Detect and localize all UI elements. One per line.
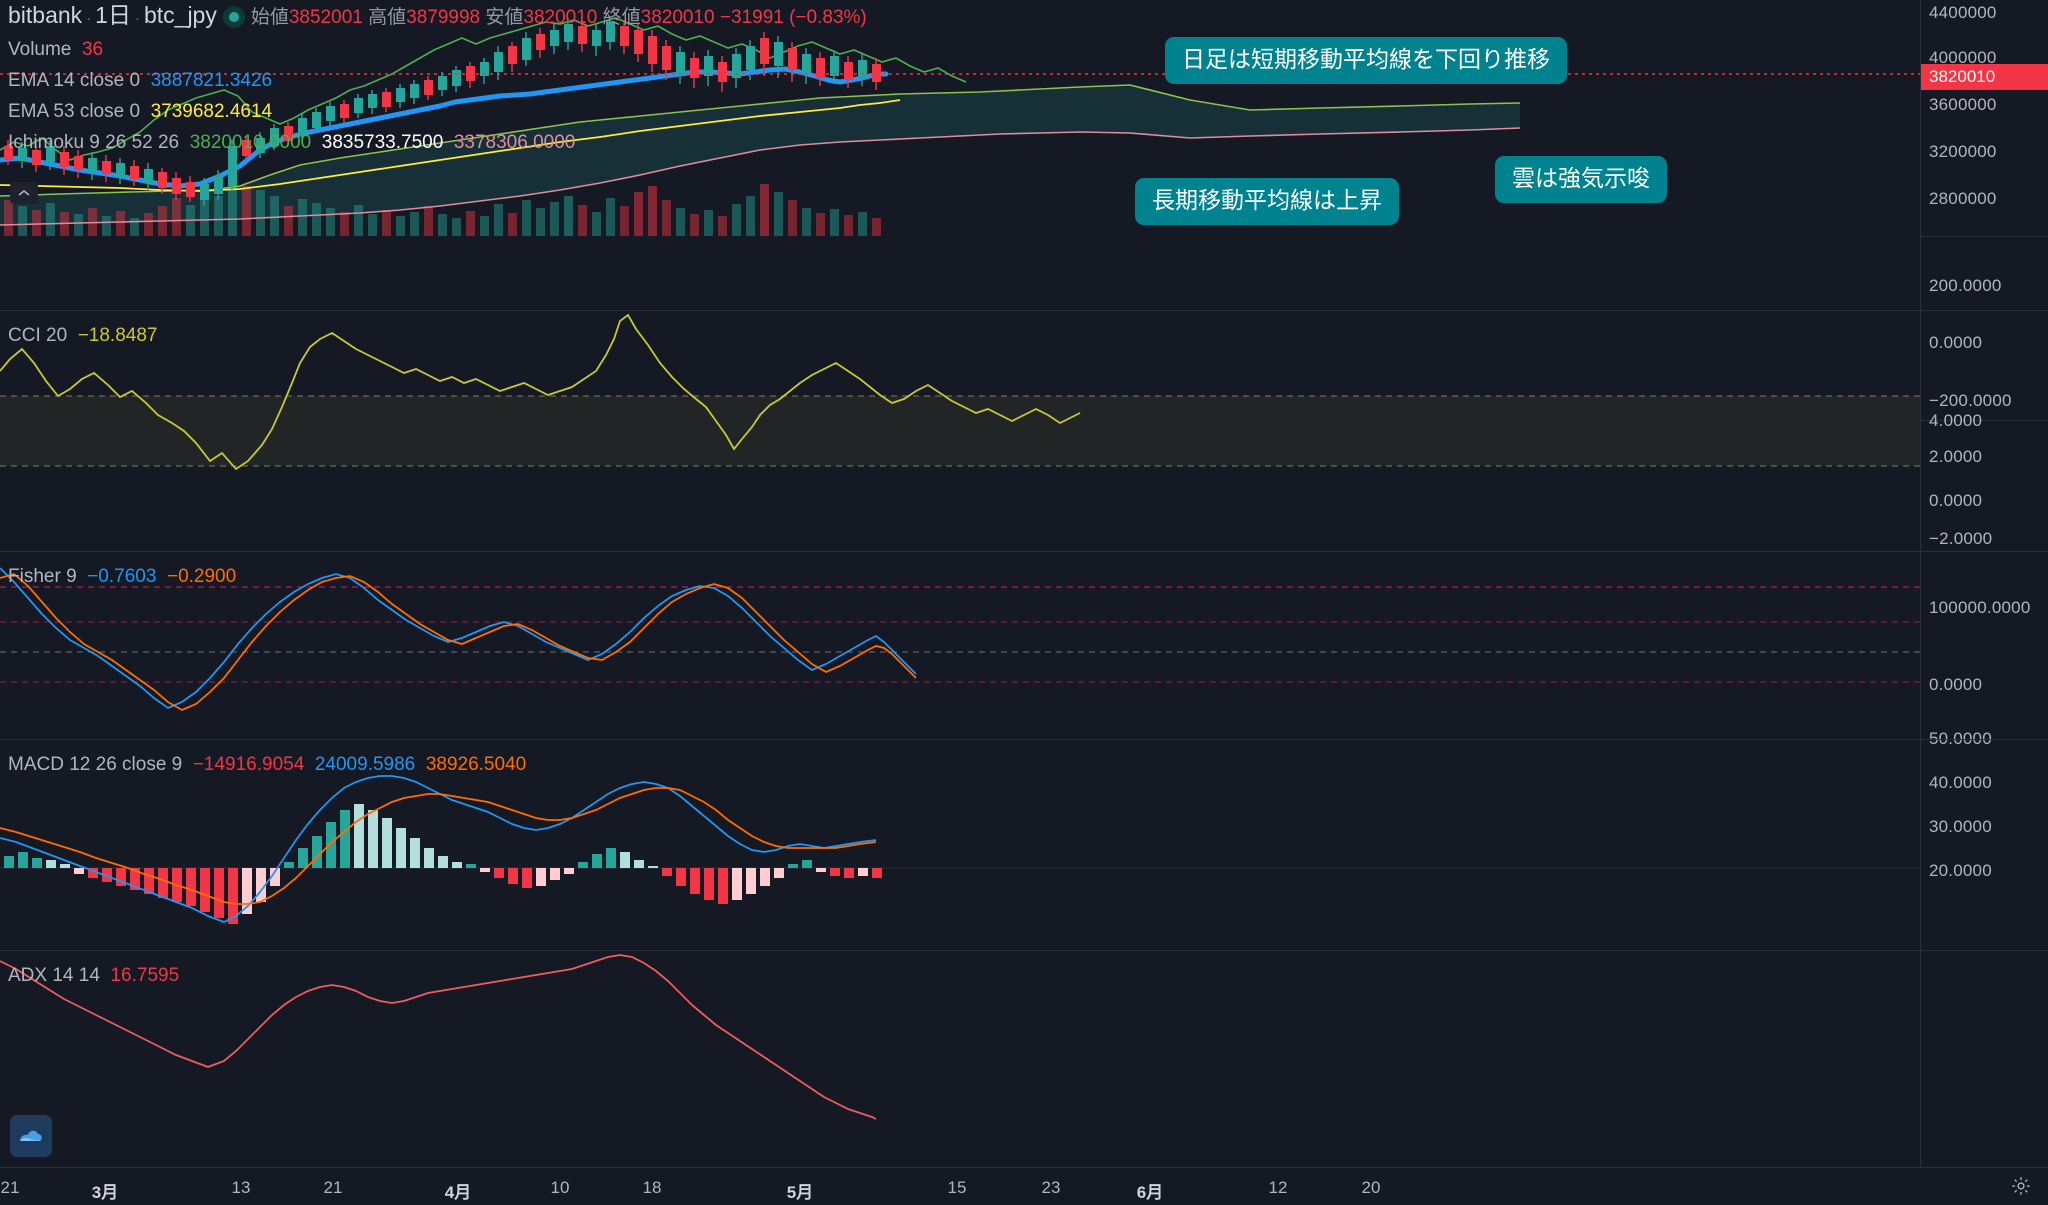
macd-histogram [4, 804, 882, 924]
adx-chart-svg [0, 954, 877, 1120]
tradingview-logo[interactable] [10, 1115, 52, 1157]
time-tick: 15 [947, 1178, 967, 1197]
adx-line [0, 954, 877, 1120]
fisher-tick: 4.0000 [1929, 411, 1983, 430]
adx-pane[interactable] [0, 951, 1920, 1167]
axis-divider [1921, 420, 2048, 421]
time-tick: 10 [550, 1178, 570, 1197]
fisher-tick: 0.0000 [1929, 491, 1983, 510]
callout-short-ma-text: 日足は短期移動平均線を下回り推移 [1182, 47, 1550, 73]
callout-cloud[interactable]: 雲は強気示唆 [1495, 156, 1667, 203]
time-tick: 12 [1268, 1178, 1288, 1197]
volume-bars [4, 176, 881, 236]
cci-tick: 0.0000 [1929, 333, 1983, 352]
price-tick: 3600000 [1929, 95, 1997, 114]
adx-tick: 20.0000 [1929, 861, 1992, 880]
candlesticks [4, 16, 881, 206]
adx-tick: 30.0000 [1929, 817, 1992, 836]
cci-tick: −200.0000 [1929, 391, 2012, 410]
cci-pane[interactable] [0, 311, 1920, 551]
cloud-logo-icon [20, 1130, 42, 1141]
callout-long-ma-text: 長期移動平均線は上昇 [1152, 188, 1382, 214]
time-tick: 18 [642, 1178, 662, 1197]
price-tick: 2800000 [1929, 189, 1997, 208]
settings-gear-icon[interactable] [2010, 1175, 2032, 1197]
time-tick: 4月 [444, 1183, 472, 1202]
price-axis[interactable]: 4400000 4000000 3600000 3200000 2800000 … [1920, 0, 2048, 1205]
ichimoku-cloud-forward [1080, 85, 1520, 138]
macd-tick: 100000.0000 [1929, 598, 2031, 617]
current-price-badge: 3820010 [1921, 64, 2048, 90]
ichimoku-cloud [0, 87, 1080, 225]
cci-tick: 200.0000 [1929, 276, 2002, 295]
cci-band-fill [0, 396, 1920, 466]
time-tick: 20 [1361, 1178, 1381, 1197]
chevron-up-icon [18, 189, 30, 196]
adx-tick: 40.0000 [1929, 773, 1992, 792]
fisher-line-blue [0, 567, 917, 710]
price-pane[interactable] [0, 0, 1920, 236]
price-tick: 3200000 [1929, 142, 1997, 161]
cci-chart-svg [0, 313, 1920, 471]
fisher-tick: 2.0000 [1929, 447, 1983, 466]
cci-line [0, 313, 1081, 471]
collapse-pane-button[interactable] [10, 182, 38, 204]
time-tick: 23 [1041, 1178, 1061, 1197]
macd-pane[interactable] [0, 740, 1920, 950]
adx-tick: 50.0000 [1929, 729, 1992, 748]
macd-tick: 0.0000 [1929, 675, 1983, 694]
axis-pane-divider [0, 551, 2048, 552]
axis-pane-divider [0, 310, 2048, 311]
axis-pane-divider [0, 950, 2048, 951]
price-chart-svg [0, 16, 1920, 236]
macd-line [0, 775, 877, 923]
time-tick: 5月 [786, 1183, 814, 1202]
time-axis[interactable]: 21 3月 13 21 4月 10 18 5月 15 23 6月 12 20 [0, 1167, 2048, 1205]
time-tick: 21 [323, 1178, 343, 1197]
callout-long-ma[interactable]: 長期移動平均線は上昇 [1135, 178, 1399, 225]
chikou-span [0, 17, 967, 161]
callout-cloud-text: 雲は強気示唆 [1512, 166, 1650, 192]
macd-signal-line [0, 787, 877, 905]
fisher-line-orange [0, 573, 917, 712]
time-tick: 21 [0, 1178, 20, 1197]
time-tick: 13 [231, 1178, 251, 1197]
axis-divider [1921, 236, 2048, 237]
axis-pane-divider [0, 739, 2048, 740]
price-tick: 4000000 [1929, 48, 1997, 67]
senkou-span-b [0, 127, 1521, 226]
fisher-chart-svg [0, 567, 1920, 712]
ema53-line [0, 99, 901, 192]
macd-chart-svg [0, 775, 1920, 924]
time-tick: 6月 [1136, 1183, 1164, 1202]
price-tick: 4400000 [1929, 3, 1997, 22]
fisher-pane[interactable] [0, 552, 1920, 739]
time-tick: 3月 [91, 1183, 119, 1202]
callout-short-ma[interactable]: 日足は短期移動平均線を下回り推移 [1165, 37, 1567, 84]
fisher-tick: −2.0000 [1929, 529, 1993, 548]
